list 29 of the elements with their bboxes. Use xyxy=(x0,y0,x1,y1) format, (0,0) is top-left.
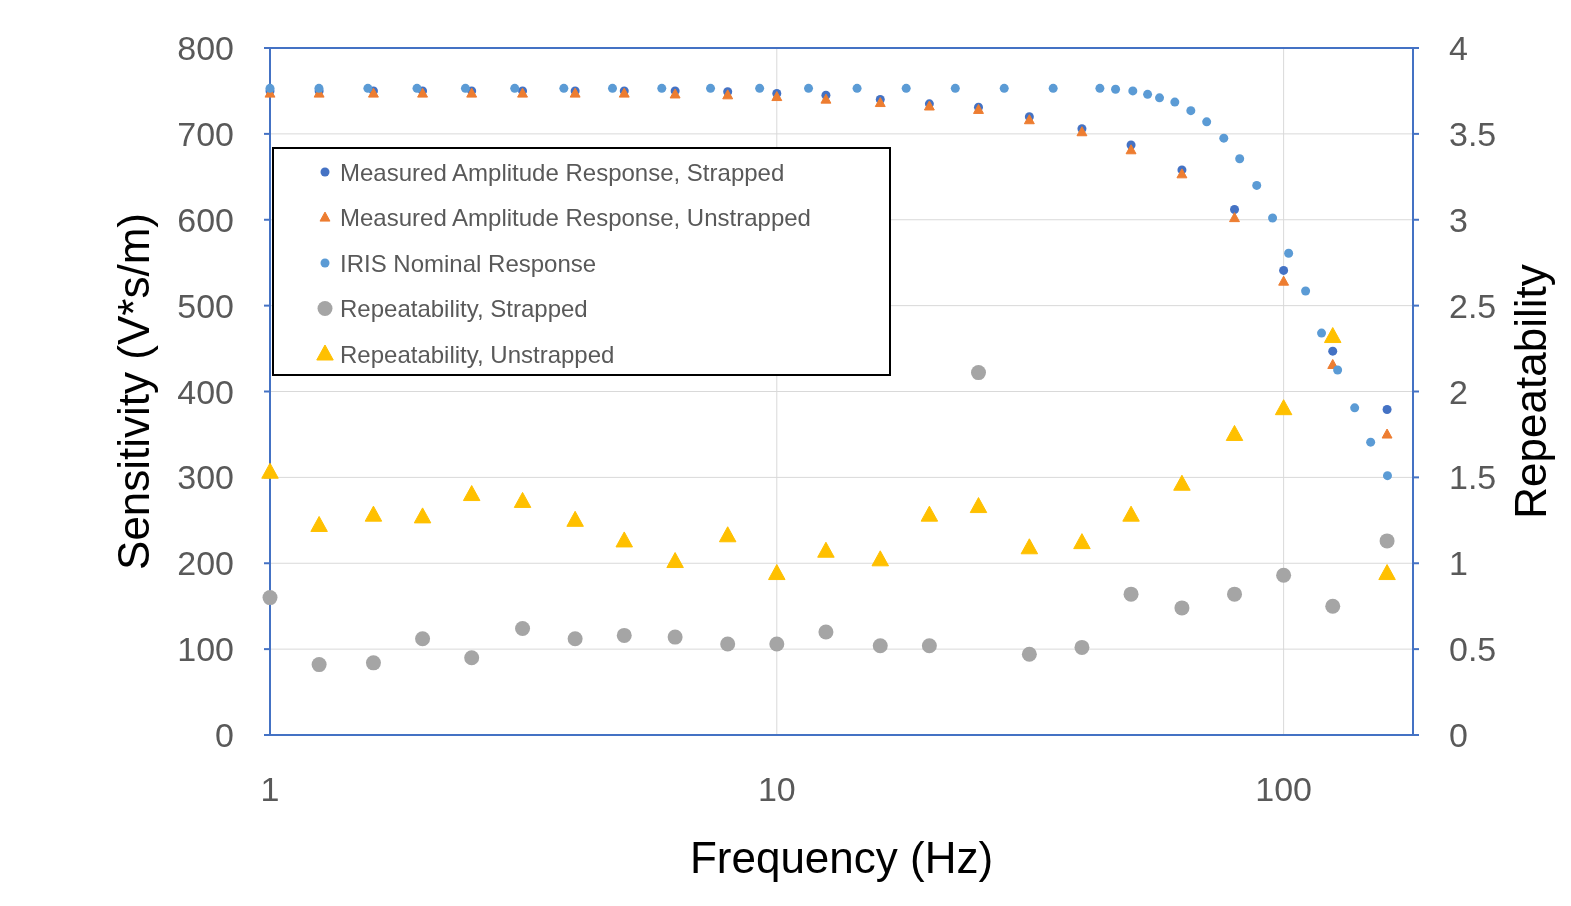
y-tick-label: 100 xyxy=(177,630,234,669)
y-tick-label: 500 xyxy=(177,286,234,325)
legend-label: Repeatability, Unstrapped xyxy=(340,340,615,368)
legend-label: Measured Amplitude Response, Unstrapped xyxy=(340,204,811,231)
y-tick-label: 400 xyxy=(177,372,234,411)
legend-label: Measured Amplitude Response, Strapped xyxy=(340,158,785,186)
y-tick-label: 700 xyxy=(177,114,234,153)
y2-tick-label: 1 xyxy=(1449,544,1468,583)
y-tick-label: 600 xyxy=(177,200,234,239)
y-axis-title: Sensitivity (V*s/m) xyxy=(108,213,158,570)
y-tick-label: 200 xyxy=(177,544,234,583)
y2-tick-label: 3.5 xyxy=(1449,114,1497,153)
y2-tick-label: 0 xyxy=(1449,716,1468,754)
y2-tick-label: 1.5 xyxy=(1449,458,1497,497)
y2-tick-label: 2 xyxy=(1449,372,1468,411)
y2-tick-label: 0.5 xyxy=(1449,630,1497,669)
x-tick-label: 1 xyxy=(260,770,280,808)
y-tick-label: 300 xyxy=(177,458,234,497)
y2-tick-label: 2.5 xyxy=(1449,286,1497,325)
x-tick-label: 100 xyxy=(1255,770,1312,808)
y-tick-label: 800 xyxy=(177,29,234,67)
legend-label: IRIS Nominal Response xyxy=(340,249,597,277)
x-axis-title: Frequency (Hz) xyxy=(689,833,994,882)
x-tick-label: 10 xyxy=(757,770,796,808)
legend-label: Repeatability, Strapped xyxy=(340,295,588,322)
y2-axis-title: Repeatability xyxy=(1505,264,1555,519)
y-tick-label: 0 xyxy=(215,716,234,754)
y2-tick-label: 4 xyxy=(1449,29,1468,67)
y2-tick-label: 3 xyxy=(1449,200,1468,239)
